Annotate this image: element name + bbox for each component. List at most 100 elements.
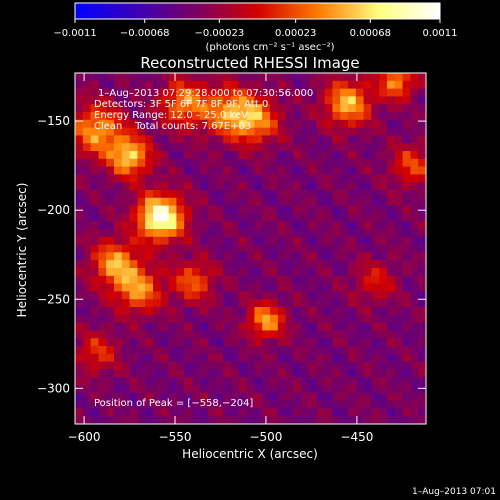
heatmap-cell — [418, 353, 426, 363]
heatmap-cell — [293, 322, 302, 331]
heatmap-cell — [160, 135, 170, 144]
heatmap-cell — [160, 385, 170, 394]
heatmap-cell — [238, 385, 248, 394]
heatmap-cell — [90, 80, 99, 90]
heatmap-cell — [106, 127, 115, 136]
heatmap-cell — [293, 392, 302, 402]
heatmap-cell — [262, 322, 271, 331]
heatmap-cell — [137, 80, 146, 90]
heatmap-cell — [231, 182, 240, 191]
heatmap-cell — [215, 283, 224, 292]
heatmap-cell — [176, 260, 185, 269]
heatmap-cell — [293, 221, 302, 230]
heatmap-cell — [332, 229, 341, 238]
heatmap-cell — [75, 377, 84, 386]
heatmap-cell — [340, 307, 349, 316]
heatmap-cell — [301, 174, 310, 183]
heatmap-cell — [98, 314, 107, 324]
heatmap-cell — [168, 205, 177, 214]
heatmap-cell — [160, 182, 170, 191]
heatmap-cell — [82, 416, 92, 424]
heatmap-cell — [418, 392, 426, 402]
heatmap-cell — [145, 299, 154, 308]
heatmap-cell — [98, 182, 107, 191]
heatmap-cell — [293, 307, 302, 316]
heatmap-cell — [223, 353, 232, 363]
heatmap-cell — [277, 135, 287, 144]
heatmap-cell — [238, 80, 248, 90]
heatmap-cell — [215, 338, 224, 347]
heatmap-cell — [410, 283, 419, 292]
heatmap-cell — [254, 346, 263, 355]
heatmap-cell — [207, 158, 216, 168]
heatmap-cell — [184, 135, 193, 144]
heatmap-cell — [121, 158, 131, 168]
heatmap-cell — [355, 369, 365, 378]
heatmap-cell — [129, 151, 138, 160]
heatmap-cell — [137, 361, 146, 370]
heatmap-cell — [348, 268, 357, 277]
heatmap-cell — [309, 314, 318, 324]
heatmap-cell — [75, 221, 84, 230]
heatmap-cell — [418, 112, 426, 121]
heatmap-cell — [355, 385, 365, 394]
heatmap-cell — [238, 361, 248, 370]
heatmap-cell — [387, 299, 396, 308]
heatmap-cell — [371, 268, 380, 277]
heatmap-cell — [129, 190, 138, 199]
heatmap-cell — [324, 260, 333, 269]
heatmap-cell — [121, 330, 131, 339]
heatmap-cell — [301, 158, 310, 168]
heatmap-cell — [199, 197, 209, 207]
heatmap-cell — [207, 299, 216, 308]
heatmap-cell — [192, 275, 201, 285]
heatmap-cell — [348, 73, 357, 82]
heatmap-cell — [75, 307, 84, 316]
heatmap-cell — [192, 361, 201, 370]
heatmap-cell — [223, 143, 232, 152]
colorbar-ticks: −0.0011 −0.00068 −0.00023 0.00023 0.00068 0.0… — [53, 19, 458, 39]
heatmap-cell — [355, 190, 365, 199]
heatmap-cell — [348, 88, 357, 97]
heatmap-cell — [262, 268, 271, 277]
heatmap-cell — [270, 314, 279, 324]
heatmap-cell — [348, 392, 357, 402]
plot-frame — [74, 72, 427, 425]
heatmap-cell — [137, 73, 146, 82]
heatmap-cell — [121, 385, 131, 394]
heatmap-cell — [114, 229, 123, 238]
heatmap-cell — [316, 252, 326, 261]
heatmap-cell — [348, 236, 357, 246]
heatmap-cell — [379, 205, 388, 214]
heatmap-cell — [145, 283, 154, 292]
heatmap-cell — [379, 119, 388, 129]
heatmap-cell — [277, 369, 287, 378]
heatmap-cell — [277, 174, 287, 183]
heatmap-cell — [418, 96, 426, 105]
heatmap-cell — [98, 80, 107, 90]
heatmap-cell — [270, 416, 279, 424]
heatmap-cell — [106, 353, 115, 363]
heatmap-cell — [129, 307, 138, 316]
heatmap-cell — [270, 119, 279, 129]
heatmap-cell — [121, 119, 131, 129]
heatmap-cell — [184, 96, 193, 105]
heatmap-cell — [153, 119, 162, 129]
heatmap-cell — [160, 252, 170, 261]
heatmap-cell — [90, 104, 99, 113]
heatmap-cell — [207, 268, 216, 277]
heatmap-cell — [98, 361, 107, 370]
heatmap-cell — [168, 260, 177, 269]
heatmap-cell — [363, 330, 372, 339]
heatmap-cell — [176, 205, 185, 214]
heatmap-cell — [153, 112, 162, 121]
heatmap-cell — [98, 112, 107, 121]
heatmap-cell — [192, 291, 201, 300]
heatmap-cell — [106, 182, 115, 191]
heatmap-cell — [231, 369, 240, 378]
heatmap-cell — [223, 104, 232, 113]
heatmap-cell — [176, 119, 185, 129]
heatmap-cell — [379, 213, 388, 222]
heatmap-cell — [309, 330, 318, 339]
heatmap-cell — [153, 283, 162, 292]
